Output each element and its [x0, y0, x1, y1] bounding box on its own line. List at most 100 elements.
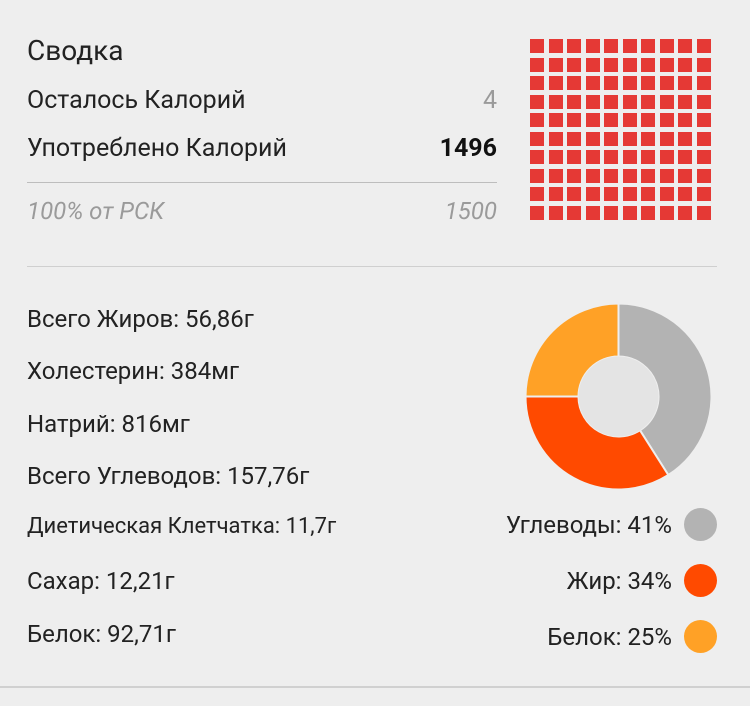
rsk-label: 100% от РСК	[27, 197, 165, 225]
calorie-grid-cell	[641, 57, 655, 72]
calorie-grid-cell	[659, 187, 674, 201]
calorie-grid-cell	[604, 76, 618, 90]
calorie-grid-cell	[548, 113, 563, 127]
calorie-grid-cell	[530, 57, 544, 72]
calorie-grid-cell	[604, 57, 618, 72]
legend-fat-dot	[684, 564, 717, 597]
calorie-grid-cell	[530, 187, 544, 201]
calorie-grid-cell	[567, 57, 581, 72]
calorie-grid-cell	[530, 39, 544, 53]
calorie-grid-cell	[659, 57, 674, 72]
legend-fat-label: Жир: 34%	[566, 566, 672, 595]
calorie-grid-cell	[622, 150, 637, 164]
legend-carbs-dot	[684, 508, 717, 541]
nutrient-total-fat: Всего Жиров: 56,86г	[27, 305, 254, 333]
calorie-grid-cell	[641, 131, 655, 146]
calorie-grid-cell	[604, 168, 618, 183]
calorie-grid-cell	[696, 168, 711, 183]
calorie-grid-cell	[659, 168, 674, 183]
calorie-grid-cell	[622, 57, 637, 72]
calorie-grid-cell	[567, 150, 581, 164]
calorie-grid-cell	[696, 76, 711, 90]
calorie-grid-cell	[548, 39, 563, 53]
calorie-grid-cell	[641, 39, 655, 53]
calorie-grid-cell	[622, 187, 637, 201]
calorie-grid-cell	[548, 150, 563, 164]
nutrient-sugar: Сахар: 12,21г	[27, 567, 175, 595]
calorie-grid-cell	[604, 113, 618, 127]
legend-carbs: Углеводы: 41%	[506, 508, 717, 541]
rsk-value: 1500	[444, 197, 497, 225]
calorie-grid-cell	[585, 131, 600, 146]
calorie-grid-cell	[641, 205, 655, 220]
nutrient-sodium: Натрий: 816мг	[27, 410, 190, 438]
nutrient-cholesterol: Холестерин: 384мг	[27, 357, 240, 385]
calorie-grid-cell	[622, 205, 637, 220]
calorie-grid-cell	[530, 205, 544, 220]
calorie-grid-cell	[696, 150, 711, 164]
calorie-grid-cell	[641, 76, 655, 90]
calorie-grid-cell	[567, 113, 581, 127]
calorie-grid-cell	[659, 113, 674, 127]
calorie-grid-cell	[530, 150, 544, 164]
section-divider	[27, 266, 717, 267]
calorie-grid-cell	[604, 39, 618, 53]
legend-protein: Белок: 25%	[547, 620, 717, 653]
calorie-grid-cell	[604, 187, 618, 201]
calorie-grid-cell	[567, 39, 581, 53]
calorie-grid-cell	[622, 94, 637, 109]
bottom-divider	[0, 686, 750, 688]
remaining-calories-value: 4	[482, 86, 497, 115]
calorie-grid-cell	[678, 168, 692, 183]
nutrient-protein: Белок: 92,71г	[27, 620, 176, 648]
nutrient-total-carbs: Всего Углеводов: 157,76г	[27, 462, 310, 490]
calorie-grid-cell	[678, 187, 692, 201]
calorie-grid-cell	[585, 168, 600, 183]
calorie-grid-cell	[641, 187, 655, 201]
summary-title: Сводка	[27, 34, 124, 67]
calorie-grid-cell	[585, 205, 600, 220]
calorie-grid-cell	[548, 57, 563, 72]
calorie-grid-cell	[678, 113, 692, 127]
calorie-grid-cell	[530, 94, 544, 109]
calorie-grid-cell	[696, 39, 711, 53]
calorie-grid-cell	[567, 94, 581, 109]
calorie-grid-cell	[659, 94, 674, 109]
calorie-grid-cell	[548, 76, 563, 90]
calorie-grid-cell	[530, 131, 544, 146]
calorie-grid-cell	[641, 168, 655, 183]
calorie-grid-cell	[678, 94, 692, 109]
calorie-grid-cell	[622, 168, 637, 183]
calorie-grid-cell	[604, 205, 618, 220]
calorie-grid-cell	[696, 57, 711, 72]
calorie-grid-cell	[696, 94, 711, 109]
calorie-grid-cell	[622, 113, 637, 127]
consumed-calories-value: 1496	[439, 134, 497, 163]
calorie-grid-cell	[659, 150, 674, 164]
nutrient-dietary-fiber: Диетическая Клетчатка: 11,7г	[27, 514, 337, 539]
calorie-grid-cell	[622, 76, 637, 90]
consumed-calories-label: Употреблено Калорий	[27, 134, 287, 163]
calorie-grid-cell	[548, 131, 563, 146]
calorie-grid-cell	[696, 187, 711, 201]
calorie-grid-cell	[604, 94, 618, 109]
calorie-grid-cell	[641, 94, 655, 109]
calorie-grid-cell	[696, 131, 711, 146]
calorie-grid-cell	[678, 57, 692, 72]
calorie-grid	[530, 39, 711, 220]
calorie-grid-cell	[678, 205, 692, 220]
legend-fat: Жир: 34%	[567, 564, 717, 597]
calorie-grid-cell	[604, 131, 618, 146]
calorie-grid-cell	[622, 39, 637, 53]
calorie-grid-cell	[567, 168, 581, 183]
legend-carbs-label: Углеводы: 41%	[505, 510, 672, 539]
calorie-grid-cell	[585, 150, 600, 164]
legend-protein-label: Белок: 25%	[547, 622, 672, 651]
calorie-grid-cell	[530, 113, 544, 127]
calorie-grid-cell	[622, 131, 637, 146]
macro-donut-chart	[525, 303, 712, 490]
calorie-grid-cell	[659, 39, 674, 53]
calorie-grid-cell	[678, 150, 692, 164]
calorie-grid-cell	[548, 187, 563, 201]
calorie-grid-cell	[641, 113, 655, 127]
